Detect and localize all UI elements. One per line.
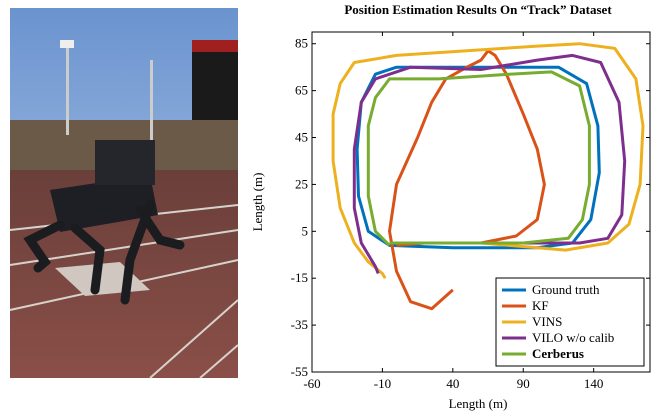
series-line — [390, 51, 545, 309]
y-tick-label: 5 — [302, 223, 309, 238]
legend-label: VINS — [532, 314, 562, 329]
x-tick-label: 140 — [584, 376, 604, 391]
legend-label: Cerberus — [532, 346, 584, 361]
x-tick-label: -60 — [303, 376, 320, 391]
x-tick-label: 40 — [446, 376, 459, 391]
robot-photo — [10, 8, 238, 378]
x-tick-label: 90 — [517, 376, 530, 391]
y-tick-label: 25 — [295, 176, 308, 191]
y-tick-label: -35 — [291, 317, 308, 332]
y-tick-label: 85 — [295, 36, 308, 51]
legend-label: Ground truth — [532, 282, 600, 297]
legend-label: VILO w/o calib — [532, 330, 614, 345]
x-tick-label: -10 — [374, 376, 391, 391]
legend-label: KF — [532, 298, 549, 313]
y-tick-label: 45 — [295, 130, 308, 145]
series-line — [357, 67, 599, 248]
chart-title: Position Estimation Results On “Track” D… — [344, 2, 612, 17]
x-axis-label: Length (m) — [449, 396, 508, 411]
y-tick-label: -15 — [291, 270, 308, 285]
series-line — [368, 72, 589, 246]
y-axis-label: Length (m) — [250, 173, 265, 232]
y-tick-label: 65 — [295, 83, 308, 98]
figure: Position Estimation Results On “Track” D… — [0, 0, 664, 416]
